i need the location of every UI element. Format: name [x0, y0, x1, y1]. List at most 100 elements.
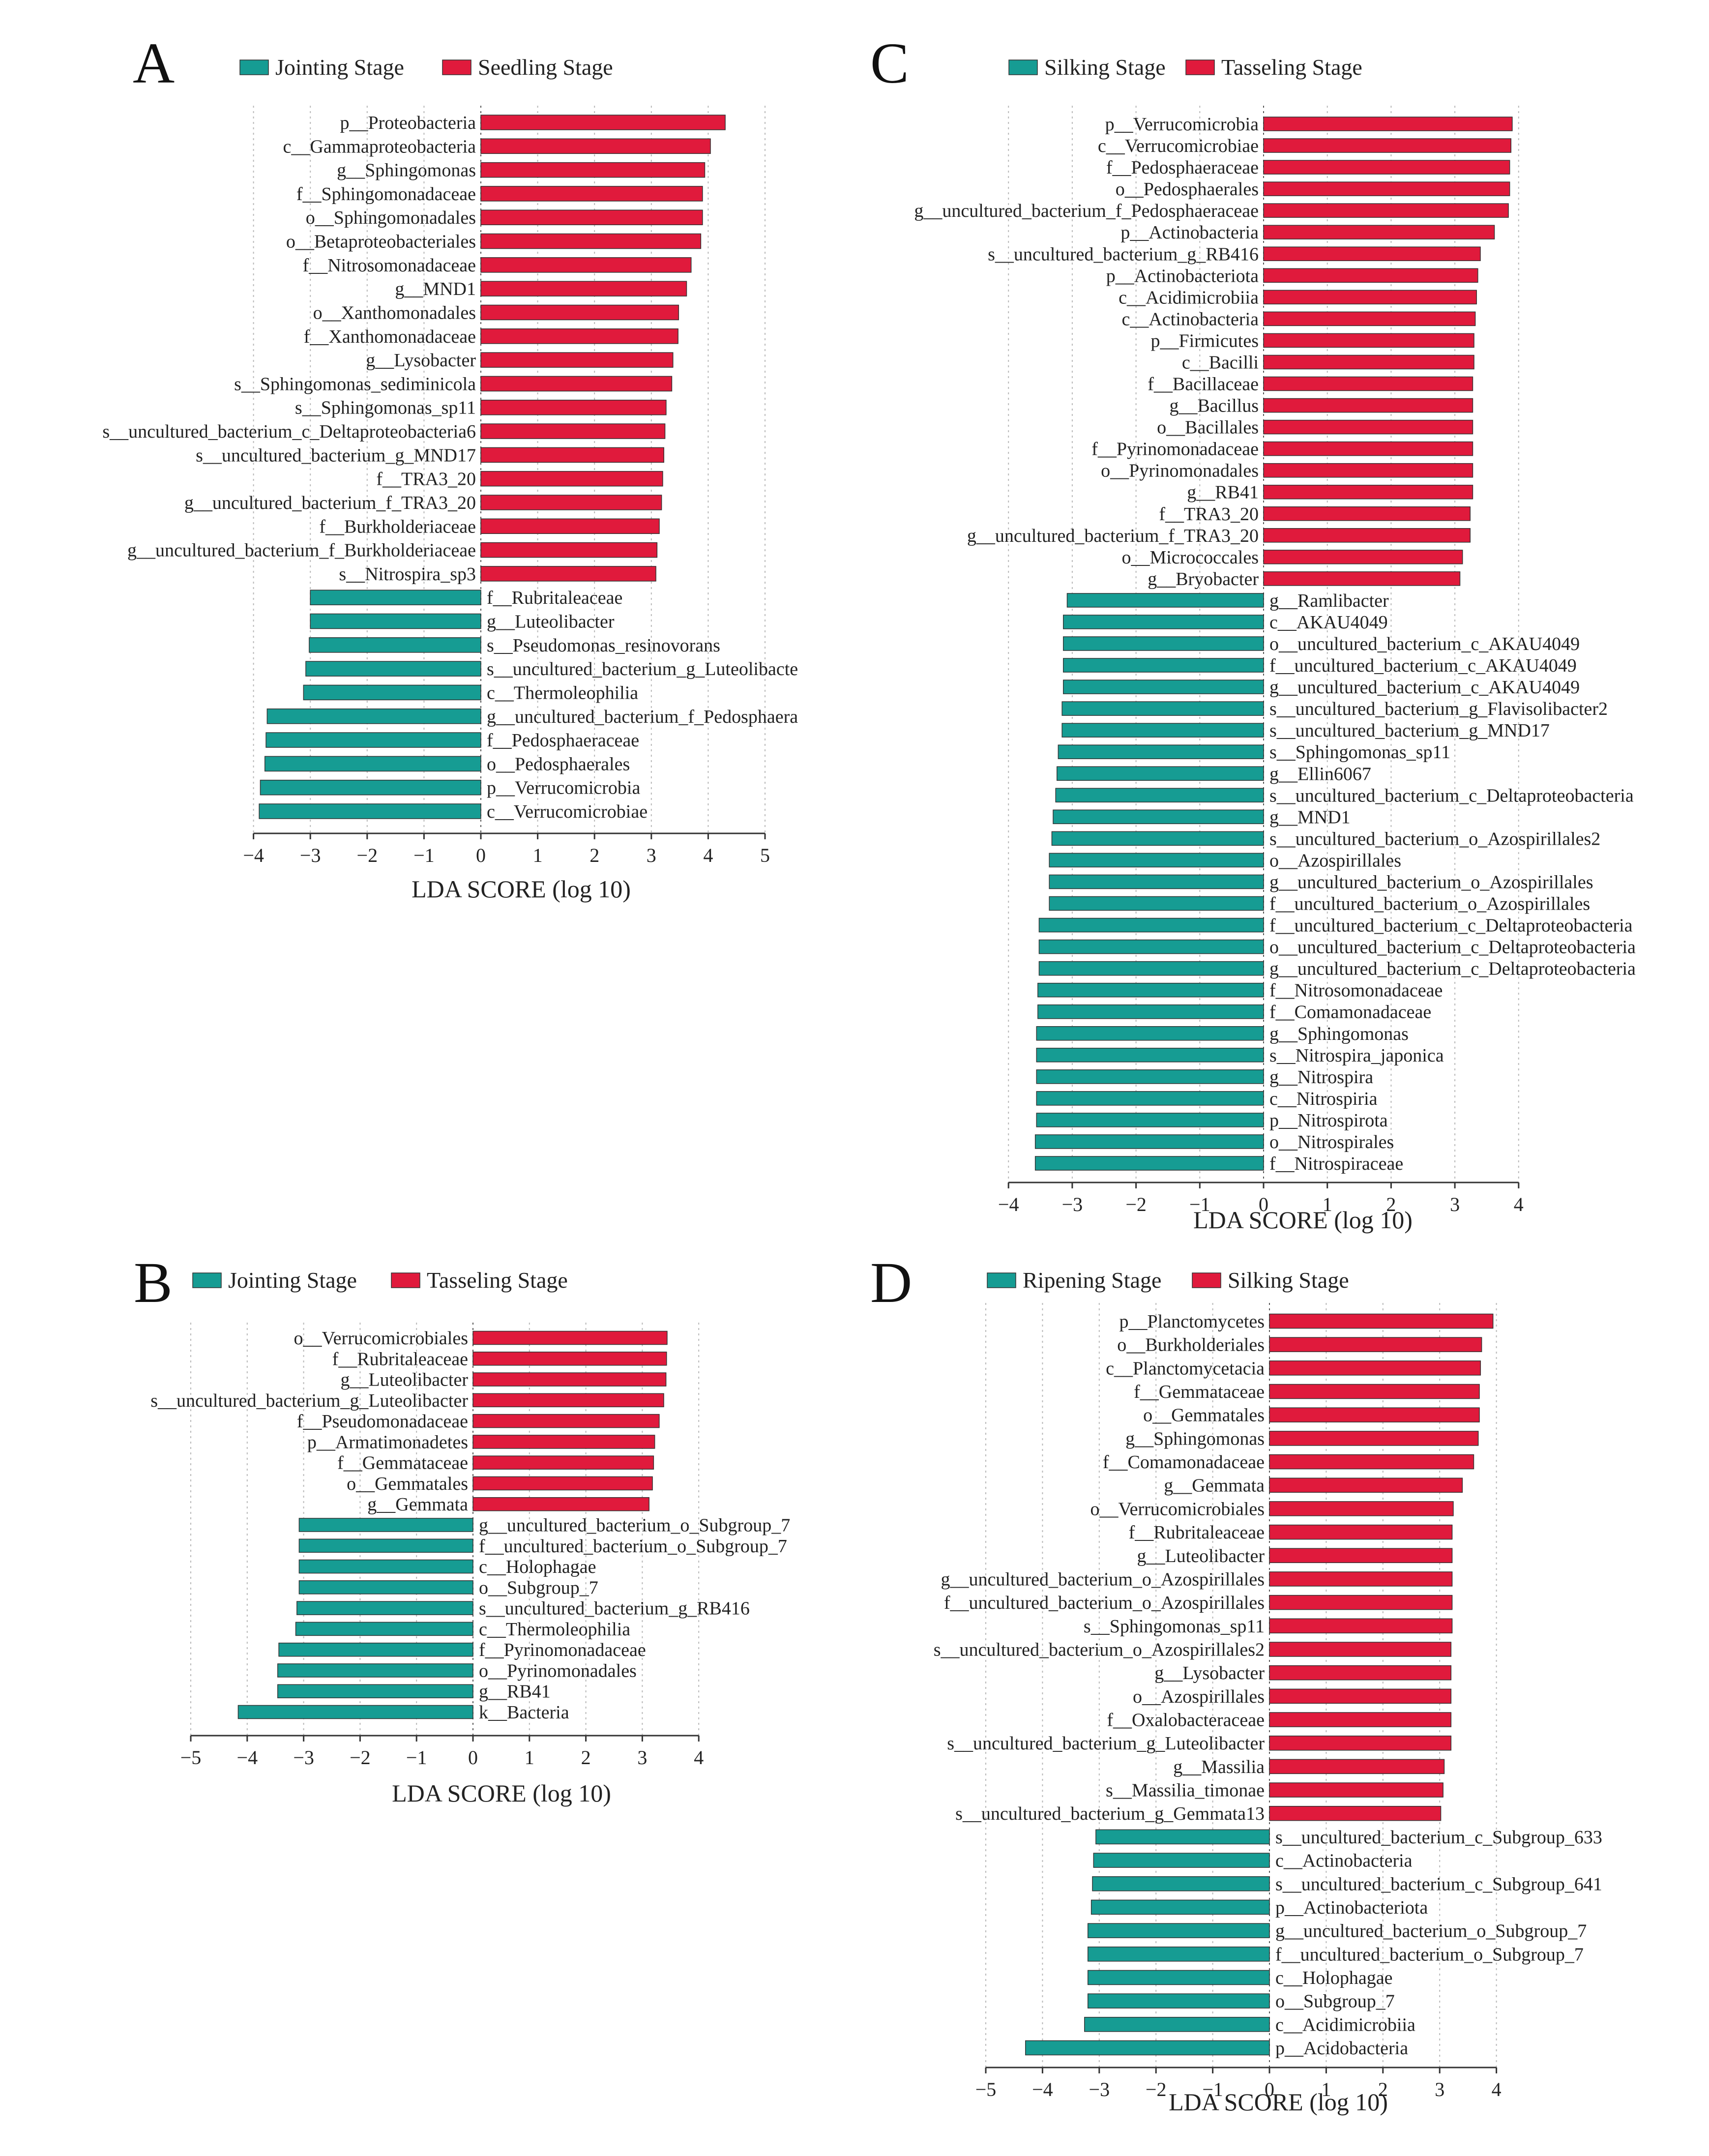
x-tick-label: −3 [300, 844, 321, 866]
feature-label: c__Acidimicrobiia [1119, 287, 1259, 308]
feature-label: o__Pyrinomonadales [1101, 461, 1259, 481]
bar [1049, 853, 1264, 868]
feature-label: o__Micrococcales [1121, 547, 1259, 568]
bar [295, 1622, 473, 1636]
x-tick-label: −4 [998, 1193, 1019, 1215]
bar [1269, 1735, 1452, 1751]
legend-label: Ripening Stage [1023, 1268, 1161, 1293]
feature-label: c__Actinobacteria [1275, 1851, 1413, 1871]
bar [480, 328, 678, 344]
feature-label: p__Planctomycetes [1120, 1311, 1265, 1332]
x-tick-label: 0 [1259, 1193, 1268, 1215]
bar [480, 162, 706, 178]
feature-label: s__uncultured_bacterium_g_RB416 [479, 1598, 750, 1619]
bar [1053, 809, 1264, 825]
feature-label: o__Verrucomicrobiales [294, 1328, 468, 1349]
bar [1036, 1069, 1264, 1084]
feature-label: g__MND1 [1269, 807, 1351, 827]
panel-a: A Jointing Stage Seedling Stage p__Proteoba… [102, 31, 798, 903]
bar [1263, 441, 1473, 456]
bar [298, 1580, 473, 1595]
bar [237, 1705, 473, 1719]
legend-label: Silking Stage [1044, 55, 1166, 80]
bar [1025, 2040, 1270, 2056]
feature-label: c__Verrucomicrobiae [487, 801, 648, 822]
bar [298, 1559, 473, 1574]
bar [472, 1352, 667, 1366]
bar [480, 566, 656, 582]
feature-label: g__Bacillus [1169, 396, 1259, 416]
feature-label: f__Pseudomonadaceae [297, 1411, 468, 1432]
feature-label: s__Nitrospira_japonica [1269, 1045, 1444, 1066]
bar [1263, 354, 1474, 370]
feature-label: p__Nitrospirota [1269, 1110, 1388, 1131]
feature-label: o__Verrucomicrobiales [1090, 1499, 1265, 1519]
bar [480, 471, 663, 487]
x-tick-label: −1 [413, 844, 435, 866]
feature-label: s__Pseudomonas_resinovorans [487, 635, 720, 656]
x-tick-label: 4 [1492, 2078, 1502, 2100]
feature-label: k__Bacteria [479, 1702, 569, 1723]
bar [277, 1684, 473, 1698]
bar [1263, 484, 1473, 500]
bar [480, 399, 667, 415]
bar [1269, 1524, 1453, 1540]
bar [1084, 2017, 1270, 2032]
feature-label: s__Sphingomonas_sp11 [1269, 742, 1450, 763]
feature-label: f__uncultured_bacterium_c_AKAU4049 [1269, 655, 1577, 676]
legend-swatch-negative [192, 1272, 222, 1288]
bar [1263, 225, 1495, 239]
feature-label: g__Lysobacter [366, 350, 476, 371]
bar [1269, 1782, 1444, 1798]
bar [1269, 1360, 1481, 1376]
x-tick-label: 4 [703, 844, 713, 866]
feature-label: o__Gemmatales [347, 1474, 468, 1494]
bar [1090, 1899, 1270, 1915]
bar [1269, 1665, 1452, 1681]
bar [1037, 982, 1264, 998]
x-axis-title: LDA SCORE (log 10) [1169, 2088, 1388, 2116]
x-tick-label: 1 [1321, 2078, 1331, 2100]
feature-label: f__TRA3_20 [1159, 504, 1259, 525]
bar [1269, 1431, 1479, 1446]
panel-c: C Silking Stage Tasseling Stage p__Verrucom… [870, 31, 1636, 1234]
bar [1049, 874, 1264, 889]
feature-label: s__uncultured_bacterium_o_Azospirillales… [1269, 828, 1600, 849]
feature-label: c__Acidimicrobiia [1275, 2014, 1415, 2035]
bar [1269, 1642, 1452, 1657]
bar [1269, 1454, 1474, 1470]
legend-label: Tasseling Stage [427, 1268, 568, 1293]
feature-label: c__Thermoleophilia [479, 1619, 630, 1640]
x-tick-label: 2 [589, 844, 599, 866]
bar [1051, 831, 1264, 846]
x-tick-label: 3 [1450, 1193, 1460, 1215]
feature-label: f__Comamonadaceae [1269, 1002, 1431, 1023]
bar [472, 1497, 649, 1511]
feature-label: s__uncultured_bacterium_g_RB416 [988, 244, 1259, 265]
feature-label: c__Bacilli [1182, 352, 1259, 373]
x-tick-label: −1 [406, 1746, 427, 1769]
legend-label: Silking Stage [1228, 1268, 1349, 1293]
bar [1263, 290, 1477, 305]
x-tick-label: −3 [293, 1746, 314, 1769]
feature-label: p__Armatimonadetes [307, 1432, 468, 1452]
feature-label: s__uncultured_bacterium_g_Luteolibacter [150, 1390, 468, 1411]
feature-label: o__Nitrospirales [1269, 1132, 1394, 1152]
feature-label: g__Nitrospira [1269, 1067, 1373, 1088]
feature-label: g__uncultured_bacterium_o_Subgroup_7 [1275, 1921, 1587, 1942]
feature-label: c__Nitrospiria [1269, 1089, 1378, 1109]
bar [296, 1601, 473, 1615]
bar [1087, 1993, 1270, 2008]
x-tick-label: 0 [1265, 2078, 1274, 2100]
feature-label: s__uncultured_bacterium_o_Azospirillales… [934, 1639, 1265, 1660]
panel-letter-b: B [134, 1250, 173, 1315]
feature-label: f__Pyrinomonadaceae [479, 1640, 646, 1660]
bar [472, 1414, 660, 1428]
feature-label: o__Azospirillales [1133, 1686, 1265, 1707]
bar [1269, 1407, 1480, 1422]
bar [1087, 1970, 1270, 1985]
bar [305, 661, 481, 677]
x-tick-label: 3 [637, 1746, 647, 1769]
feature-label: g__Sphingomonas [1125, 1428, 1265, 1449]
